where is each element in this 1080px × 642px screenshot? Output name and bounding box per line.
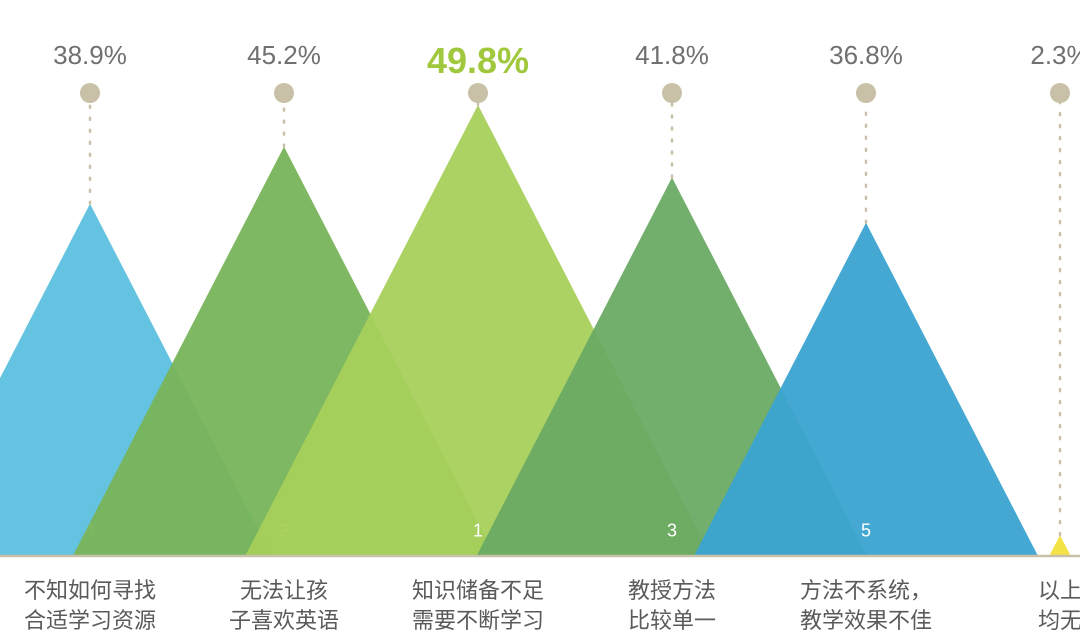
category-label: 知识储备不足需要不断学习	[412, 576, 544, 635]
category-label: 教授方法比较单一	[628, 576, 716, 635]
apex-dot	[856, 83, 876, 103]
percent-label: 38.9%	[53, 40, 127, 71]
rank-number: 3	[667, 520, 677, 540]
category-label-line: 无法让孩	[229, 576, 339, 606]
chart-canvas: 421356	[0, 0, 1080, 642]
category-label-line: 不知如何寻找	[24, 576, 156, 606]
apex-dot	[662, 83, 682, 103]
category-label-line: 教学效果不佳	[800, 606, 932, 636]
apex-dot	[274, 83, 294, 103]
category-label: 方法不系统，教学效果不佳	[800, 576, 932, 635]
apex-dot	[468, 83, 488, 103]
category-label-line: 以上	[1038, 576, 1080, 606]
category-label: 不知如何寻找合适学习资源	[24, 576, 156, 635]
category-label-line: 比较单一	[628, 606, 716, 636]
category-label-line: 方法不系统，	[800, 576, 932, 606]
rank-number: 1	[473, 520, 483, 540]
percent-label: 41.8%	[635, 40, 709, 71]
category-label-line: 合适学习资源	[24, 606, 156, 636]
category-label-line: 教授方法	[628, 576, 716, 606]
percent-label: 36.8%	[829, 40, 903, 71]
apex-dot	[80, 83, 100, 103]
rank-number: 5	[861, 520, 871, 540]
percent-label: 2.3%	[1030, 40, 1080, 71]
triangle-chart: 421356 38.9%不知如何寻找合适学习资源45.2%无法让孩子喜欢英语49…	[0, 0, 1080, 642]
category-label-line: 需要不断学习	[412, 606, 544, 636]
percent-label: 49.8%	[427, 40, 529, 82]
category-label-line: 知识储备不足	[412, 576, 544, 606]
category-label: 无法让孩子喜欢英语	[229, 576, 339, 635]
category-label: 以上均无	[1038, 576, 1080, 635]
category-label-line: 均无	[1038, 606, 1080, 636]
apex-dot	[1050, 83, 1070, 103]
percent-label: 45.2%	[247, 40, 321, 71]
category-label-line: 子喜欢英语	[229, 606, 339, 636]
